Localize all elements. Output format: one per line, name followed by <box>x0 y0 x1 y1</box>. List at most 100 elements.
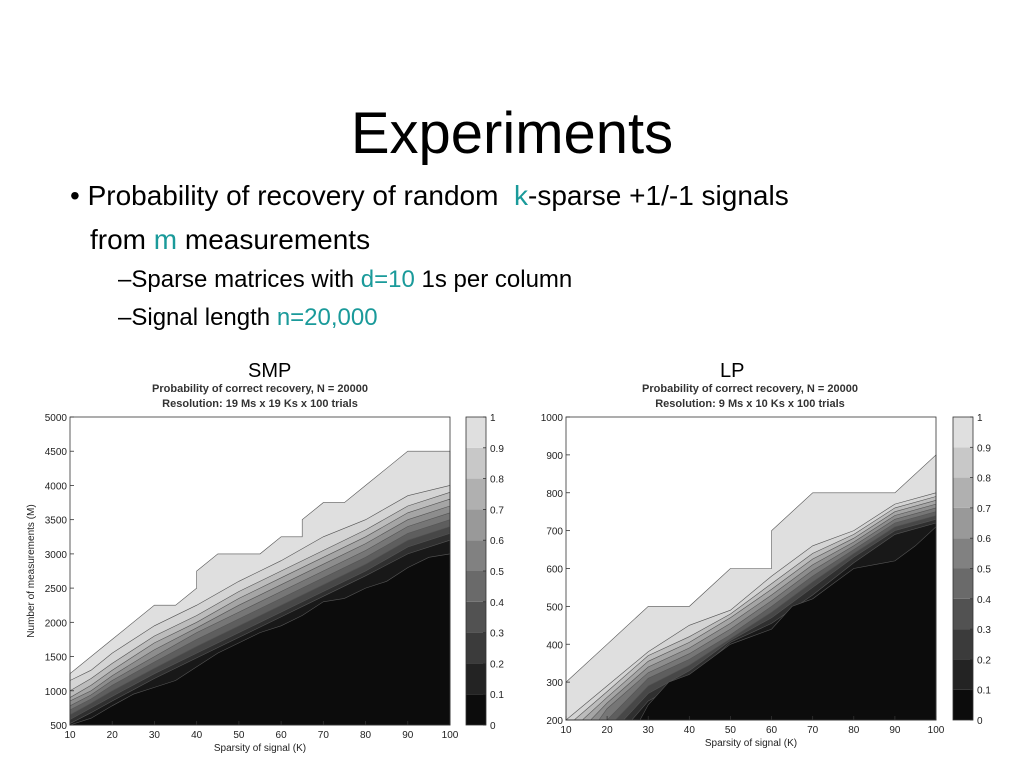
bullet-text-post: -sparse +1/-1 signals <box>528 180 789 211</box>
colorbar-segment <box>953 568 973 599</box>
x-tick-label: 30 <box>149 730 161 741</box>
x-tick-label: 40 <box>191 730 203 741</box>
contour-region <box>566 526 937 721</box>
colorbar-segment <box>953 417 973 448</box>
colorbar-segment <box>953 629 973 660</box>
colorbar-tick-label: 0.5 <box>490 567 504 578</box>
colorbar-segment <box>466 540 486 571</box>
plot-frame <box>69 416 451 726</box>
x-tick-label: 60 <box>276 730 288 741</box>
colorbar-segment <box>953 689 973 720</box>
colorbar-tick-label: 0.1 <box>490 690 504 701</box>
bullet-marker: • <box>70 180 80 211</box>
x-axis-label: Sparsity of signal (K) <box>214 743 306 754</box>
y-tick-label: 500 <box>50 721 67 732</box>
y-tick-label: 1000 <box>45 687 68 698</box>
x-tick-label: 30 <box>643 725 655 736</box>
main-bullet: • Probability of recovery of random k-sp… <box>70 174 789 262</box>
colorbar-segment <box>953 507 973 539</box>
x-tick-label: 40 <box>684 725 696 736</box>
colorbar-segment <box>466 571 486 602</box>
sub2-dash: – <box>118 304 132 331</box>
sub1-pre: Sparse matrices with <box>131 266 355 293</box>
chart-title: Probability of correct recovery, N = 200… <box>642 383 858 395</box>
highlight-n: n=20,000 <box>276 304 378 331</box>
colorbar-tick-label: 1 <box>977 413 983 424</box>
y-tick-label: 3000 <box>45 550 68 561</box>
x-tick-label: 100 <box>928 725 945 736</box>
chart-subtitle: Resolution: 19 Ms x 19 Ks x 100 trials <box>162 398 358 410</box>
colorbar-tick-label: 0.7 <box>977 504 991 515</box>
colorbar-tick-label: 0.1 <box>977 686 991 697</box>
colorbar-tick-label: 0.9 <box>977 443 991 454</box>
y-tick-label: 900 <box>546 451 563 462</box>
sub-bullet-length: –Signal length n=20,000 <box>118 303 378 333</box>
chart-title: Probability of correct recovery, N = 200… <box>152 383 368 395</box>
x-tick-label: 100 <box>442 730 459 741</box>
slide-title: Experiments <box>350 101 674 166</box>
sub1-dash: – <box>118 266 132 293</box>
colorbar-tick-label: 0.7 <box>490 505 504 516</box>
bullet-line-2: from m measurements <box>70 218 789 262</box>
x-tick-label: 80 <box>360 730 372 741</box>
x-tick-label: 50 <box>233 730 245 741</box>
chart-smp: Probability of correct recovery, N = 200… <box>26 383 504 754</box>
y-tick-label: 300 <box>546 678 563 689</box>
colorbar-tick-label: 0.4 <box>490 598 504 609</box>
y-tick-label: 1500 <box>45 653 68 664</box>
panel-label-smp: SMP <box>248 360 292 382</box>
x-tick-label: 80 <box>848 725 860 736</box>
y-tick-label: 400 <box>546 640 563 651</box>
colorbar-tick-label: 0.8 <box>490 475 504 486</box>
bullet-line2-pre: from <box>90 224 146 255</box>
chart-subtitle: Resolution: 9 Ms x 10 Ks x 100 trials <box>655 398 845 410</box>
x-tick-label: 20 <box>602 725 614 736</box>
colorbar-tick-label: 0 <box>490 721 496 732</box>
highlight-d: d=10 <box>360 266 415 293</box>
colorbar-segment <box>466 509 486 541</box>
colorbar-tick-label: 0.6 <box>977 534 991 545</box>
x-tick-label: 90 <box>402 730 414 741</box>
x-tick-label: 90 <box>889 725 901 736</box>
colorbar-segment <box>953 477 973 508</box>
bullet-line2-post: measurements <box>184 224 371 255</box>
colorbar-segment <box>466 417 486 448</box>
colorbar-tick-label: 0 <box>977 716 983 727</box>
x-tick-label: 50 <box>725 725 737 736</box>
y-tick-label: 800 <box>546 489 563 500</box>
highlight-m: m <box>153 224 178 255</box>
colorbar-segment <box>466 601 486 633</box>
y-tick-label: 4500 <box>45 447 68 458</box>
y-tick-label: 200 <box>546 716 563 727</box>
y-tick-label: 3500 <box>45 516 68 527</box>
chart-lp: Probability of correct recovery, N = 200… <box>541 383 992 749</box>
colorbar-tick-label: 0.4 <box>977 595 991 606</box>
y-tick-label: 500 <box>546 602 563 613</box>
colorbar-tick-label: 1 <box>490 413 496 424</box>
x-tick-label: 70 <box>318 730 330 741</box>
y-tick-label: 2500 <box>45 584 68 595</box>
y-tick-label: 5000 <box>45 413 68 424</box>
x-tick-label: 70 <box>807 725 819 736</box>
colorbar-segment <box>953 447 973 478</box>
y-tick-label: 600 <box>546 565 563 576</box>
colorbar-tick-label: 0.6 <box>490 536 504 547</box>
colorbar-tick-label: 0.9 <box>490 444 504 455</box>
x-tick-label: 20 <box>107 730 119 741</box>
x-tick-label: 10 <box>64 730 76 741</box>
y-tick-label: 2000 <box>45 618 68 629</box>
y-axis-label: Number of measurements (M) <box>26 504 37 637</box>
colorbar-segment <box>466 478 486 510</box>
bullet-line-1: • Probability of recovery of random k-sp… <box>70 174 789 218</box>
colorbar-segment <box>953 659 973 690</box>
colorbar-segment <box>953 598 973 630</box>
colorbar-tick-label: 0.2 <box>490 659 504 670</box>
sub-bullet-matrices: –Sparse matrices with d=10 1s per column <box>118 265 572 295</box>
colorbar-segment <box>466 632 486 664</box>
bullet-text-pre: Probability of recovery of random <box>87 180 499 211</box>
y-tick-label: 700 <box>546 527 563 538</box>
colorbar-tick-label: 0.5 <box>977 565 991 576</box>
colorbar-tick-label: 0.2 <box>977 655 991 666</box>
colorbar-tick-label: 0.8 <box>977 474 991 485</box>
